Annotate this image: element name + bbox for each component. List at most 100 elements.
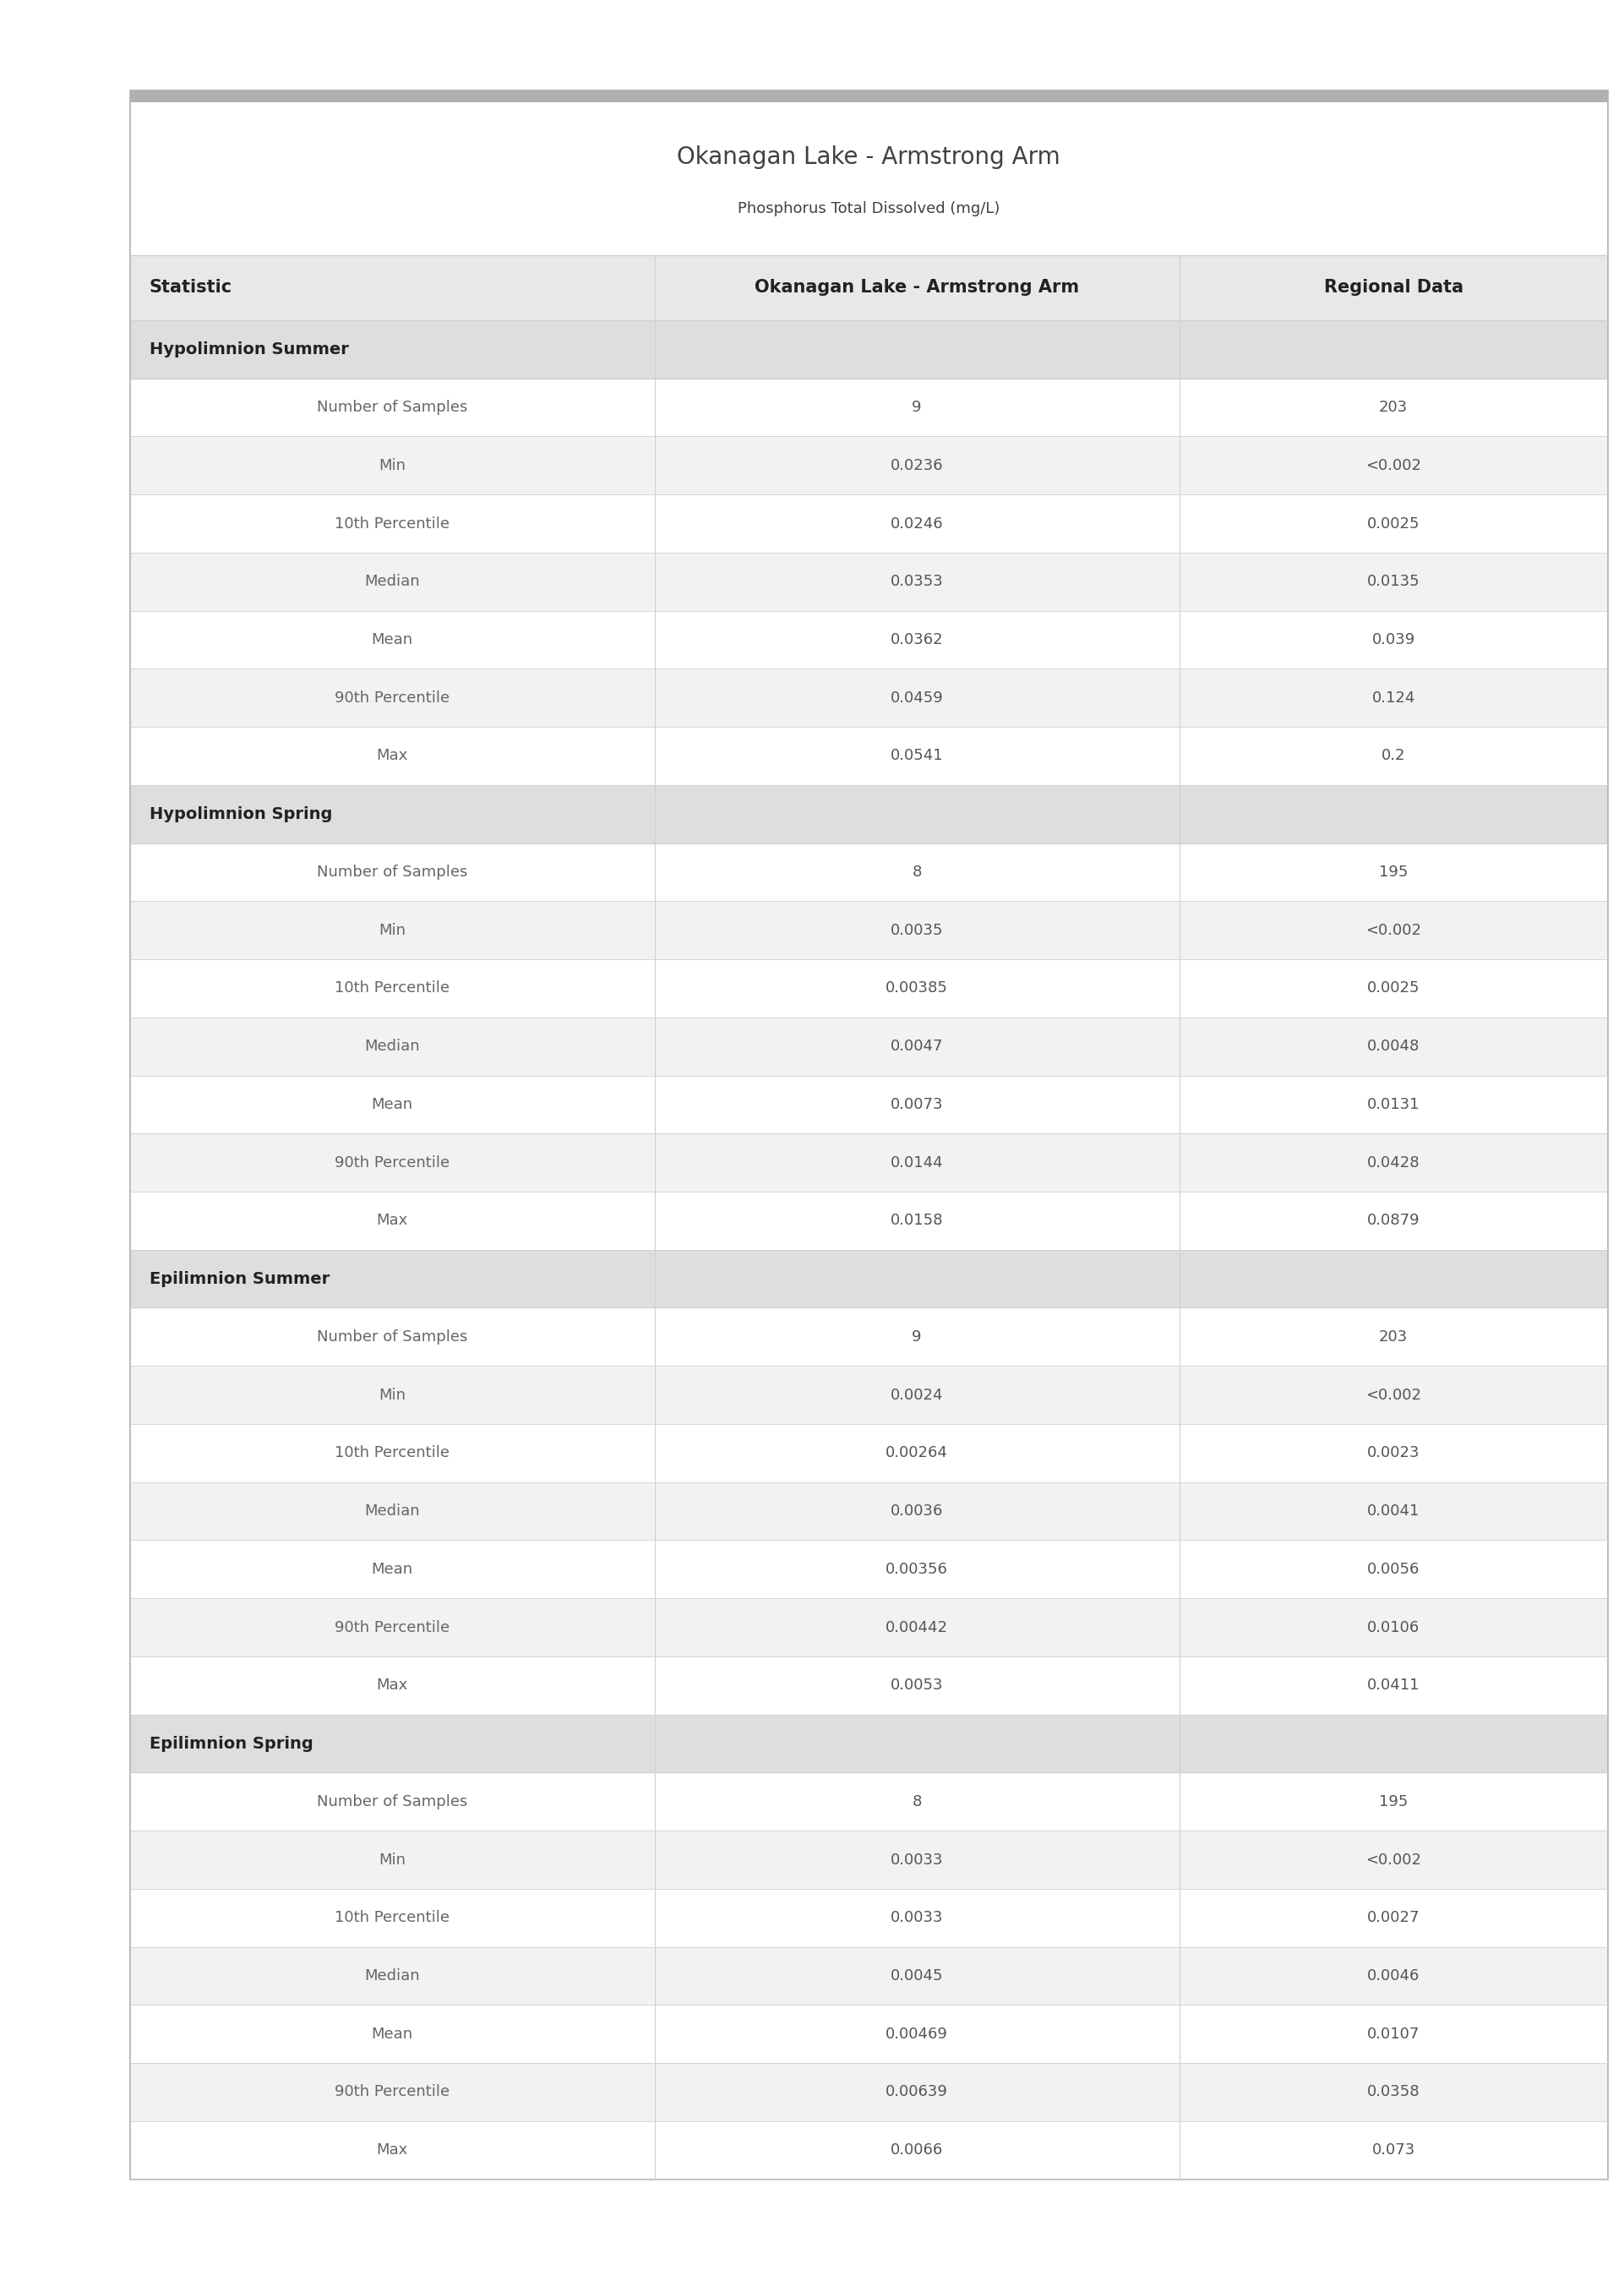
Text: 0.073: 0.073 — [1372, 2143, 1415, 2159]
Text: Phosphorus Total Dissolved (mg/L): Phosphorus Total Dissolved (mg/L) — [737, 202, 1000, 216]
Text: 0.124: 0.124 — [1372, 690, 1415, 706]
Text: 8: 8 — [913, 865, 922, 881]
Text: 0.0144: 0.0144 — [890, 1155, 944, 1171]
Text: 0.0353: 0.0353 — [890, 574, 944, 590]
Bar — [130, 495, 1608, 552]
Text: 0.0056: 0.0056 — [1367, 1562, 1419, 1578]
Bar — [130, 901, 1608, 960]
Text: 0.0411: 0.0411 — [1367, 1678, 1419, 1693]
Text: <0.002: <0.002 — [1366, 459, 1421, 472]
Text: 203: 203 — [1379, 400, 1408, 415]
Bar — [130, 1133, 1608, 1192]
Bar — [130, 1773, 1608, 1830]
Bar — [130, 2004, 1608, 2063]
Text: 0.0027: 0.0027 — [1367, 1909, 1419, 1925]
Bar — [130, 960, 1608, 1017]
Bar — [130, 254, 1608, 320]
Bar — [130, 1367, 1608, 1423]
Text: 0.039: 0.039 — [1372, 631, 1415, 647]
Text: Epilimnion Summer: Epilimnion Summer — [149, 1271, 330, 1287]
Text: Min: Min — [378, 922, 406, 938]
Text: 203: 203 — [1379, 1330, 1408, 1344]
Text: 0.0023: 0.0023 — [1367, 1446, 1419, 1460]
Bar — [130, 436, 1608, 495]
Text: 0.0036: 0.0036 — [890, 1503, 944, 1519]
Text: 0.0046: 0.0046 — [1367, 1968, 1419, 1984]
Text: 0.00469: 0.00469 — [885, 2027, 948, 2041]
Bar — [130, 552, 1608, 611]
Text: Epilimnion Spring: Epilimnion Spring — [149, 1737, 313, 1752]
Text: 0.0106: 0.0106 — [1367, 1621, 1419, 1634]
Text: Median: Median — [364, 1968, 421, 1984]
Bar — [130, 379, 1608, 436]
Text: 0.0362: 0.0362 — [890, 631, 944, 647]
Bar — [130, 1192, 1608, 1251]
Bar — [130, 102, 1608, 254]
Text: 0.0541: 0.0541 — [890, 749, 944, 763]
Text: Okanagan Lake - Armstrong Arm: Okanagan Lake - Armstrong Arm — [755, 279, 1080, 295]
Text: Number of Samples: Number of Samples — [317, 1330, 468, 1344]
Text: Median: Median — [364, 1503, 421, 1519]
Bar — [130, 91, 1608, 102]
Text: Min: Min — [378, 459, 406, 472]
Text: 0.0131: 0.0131 — [1367, 1096, 1419, 1112]
Bar — [130, 842, 1608, 901]
Text: 0.00385: 0.00385 — [885, 981, 948, 997]
Text: 0.0033: 0.0033 — [890, 1852, 944, 1868]
Text: 0.0879: 0.0879 — [1367, 1212, 1419, 1228]
Text: 0.0459: 0.0459 — [890, 690, 944, 706]
Text: 0.0047: 0.0047 — [890, 1040, 944, 1053]
Text: 0.0107: 0.0107 — [1367, 2027, 1419, 2041]
Text: 0.0053: 0.0053 — [890, 1678, 944, 1693]
Text: 10th Percentile: 10th Percentile — [335, 1909, 450, 1925]
Bar — [130, 1423, 1608, 1482]
Text: Number of Samples: Number of Samples — [317, 865, 468, 881]
Bar — [130, 1076, 1608, 1133]
Text: 0.0035: 0.0035 — [890, 922, 944, 938]
Bar — [130, 1251, 1608, 1308]
Text: Hypolimnion Spring: Hypolimnion Spring — [149, 806, 333, 822]
Bar — [130, 1889, 1608, 1948]
Bar — [130, 1017, 1608, 1076]
Text: 0.0358: 0.0358 — [1367, 2084, 1419, 2100]
Bar — [130, 1539, 1608, 1598]
Text: 0.0041: 0.0041 — [1367, 1503, 1419, 1519]
Text: 0.0428: 0.0428 — [1367, 1155, 1419, 1171]
Text: 195: 195 — [1379, 1793, 1408, 1809]
Bar — [130, 670, 1608, 726]
Text: 0.00264: 0.00264 — [885, 1446, 948, 1460]
Text: Mean: Mean — [372, 631, 412, 647]
Text: 90th Percentile: 90th Percentile — [335, 1621, 450, 1634]
Bar — [130, 1308, 1608, 1367]
Text: 0.0045: 0.0045 — [890, 1968, 944, 1984]
Bar — [130, 1598, 1608, 1657]
Text: 0.00442: 0.00442 — [885, 1621, 948, 1634]
Text: Max: Max — [377, 1678, 408, 1693]
Text: 195: 195 — [1379, 865, 1408, 881]
Bar — [130, 1482, 1608, 1539]
Text: Min: Min — [378, 1387, 406, 1403]
Text: 9: 9 — [913, 1330, 922, 1344]
Text: 0.0073: 0.0073 — [890, 1096, 944, 1112]
Text: Median: Median — [364, 1040, 421, 1053]
Text: 0.0158: 0.0158 — [890, 1212, 944, 1228]
Text: 9: 9 — [913, 400, 922, 415]
Text: 10th Percentile: 10th Percentile — [335, 515, 450, 531]
Text: 0.0246: 0.0246 — [890, 515, 944, 531]
Text: Statistic: Statistic — [149, 279, 232, 295]
Text: 0.0025: 0.0025 — [1367, 981, 1419, 997]
Text: 10th Percentile: 10th Percentile — [335, 1446, 450, 1460]
Text: 0.00639: 0.00639 — [885, 2084, 948, 2100]
Text: 90th Percentile: 90th Percentile — [335, 1155, 450, 1171]
Text: 0.00356: 0.00356 — [885, 1562, 948, 1578]
Text: 0.2: 0.2 — [1382, 749, 1405, 763]
Text: 0.0033: 0.0033 — [890, 1909, 944, 1925]
Text: Regional Data: Regional Data — [1324, 279, 1463, 295]
Text: <0.002: <0.002 — [1366, 922, 1421, 938]
Text: Max: Max — [377, 749, 408, 763]
Text: Okanagan Lake - Armstrong Arm: Okanagan Lake - Armstrong Arm — [677, 145, 1060, 170]
Text: 0.0024: 0.0024 — [890, 1387, 944, 1403]
Text: 0.0135: 0.0135 — [1367, 574, 1419, 590]
Text: Max: Max — [377, 2143, 408, 2159]
Bar — [130, 611, 1608, 670]
